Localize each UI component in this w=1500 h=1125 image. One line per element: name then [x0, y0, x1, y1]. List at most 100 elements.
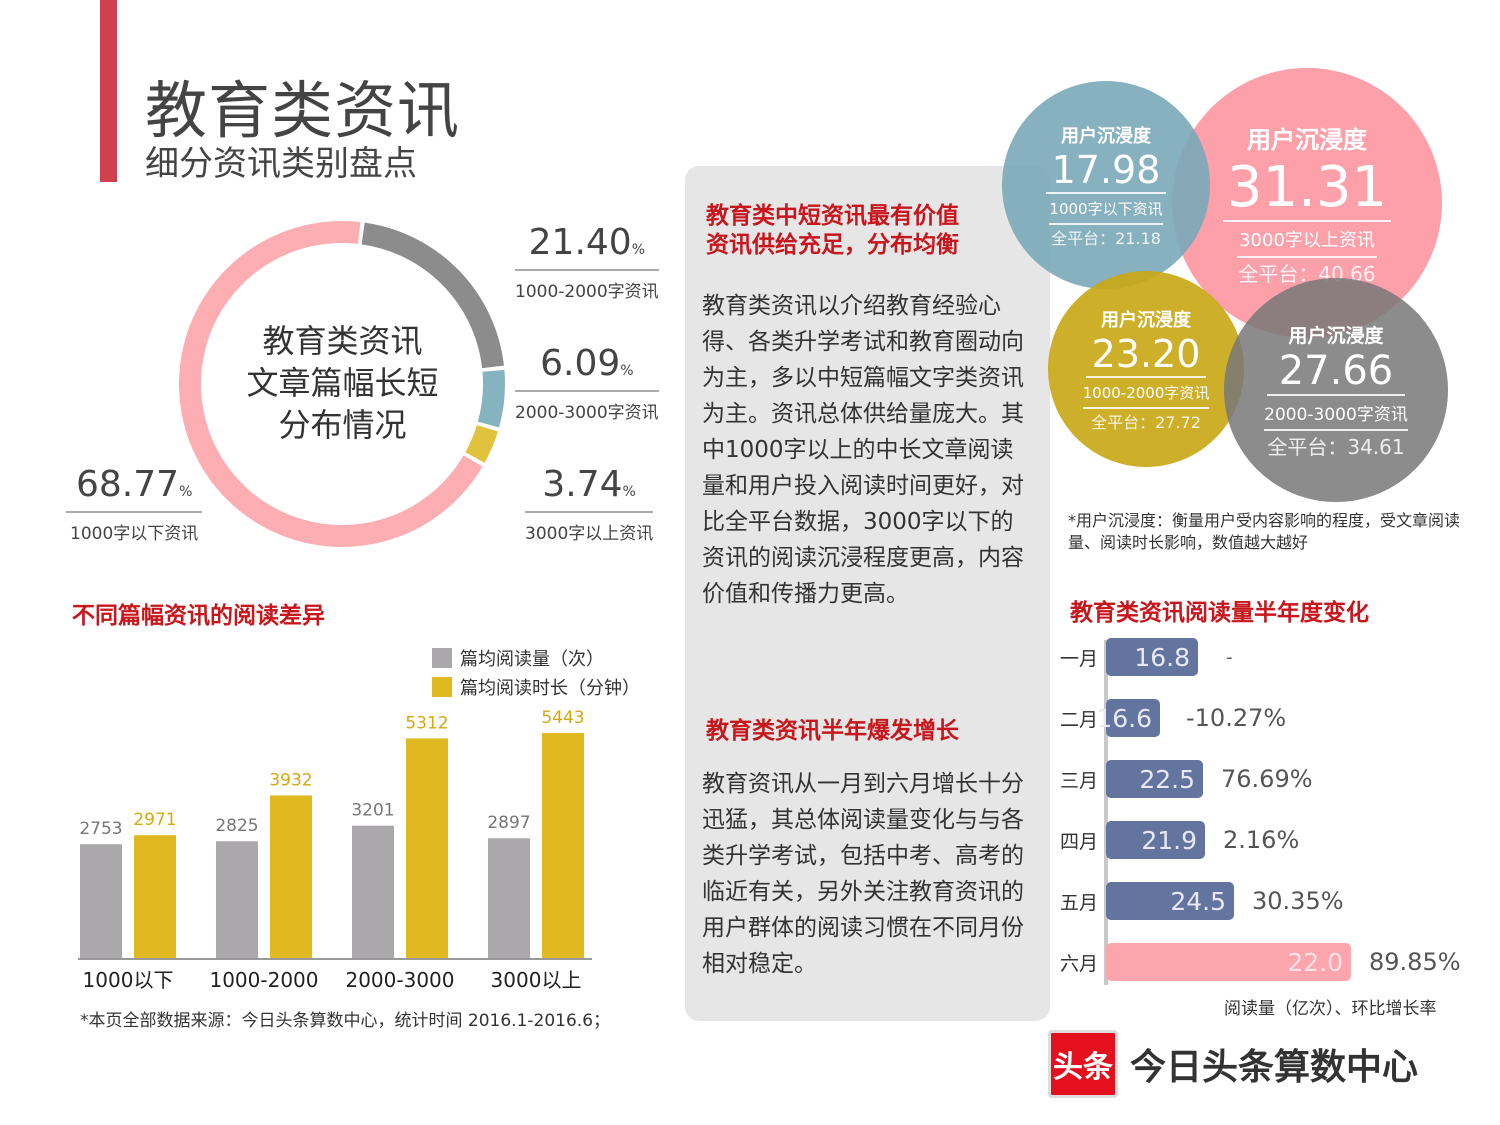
circle-label: 2000-3000字资讯 — [1264, 396, 1408, 431]
center-line: 教育类资讯 — [262, 322, 423, 360]
bar-value-label: 5443 — [541, 708, 584, 728]
donut-label-3000plus: 3.74% 3000字以上资讯 — [525, 464, 654, 544]
circle-value: 31.31 — [1222, 155, 1392, 222]
segment-label: 1000字以下资讯 — [70, 524, 199, 544]
category-label: 1000-2000 — [209, 968, 318, 992]
month-label: 五月 — [1060, 891, 1099, 914]
circle-value: 23.20 — [1085, 332, 1207, 378]
donut-label-2000-3000: 6.09% 2000-3000字资讯 — [515, 343, 659, 423]
bar — [406, 738, 448, 958]
month-growth: 30.35% — [1252, 887, 1344, 915]
month-growth: 89.85% — [1369, 948, 1461, 976]
accent-bar — [100, 0, 117, 182]
center-line: 文章篇幅长短 — [246, 364, 439, 402]
bar-value-label: 2971 — [133, 810, 176, 830]
circle-platform: 全平台：34.61 — [1267, 434, 1405, 459]
month-row: 六月 22.0 89.85% — [1060, 943, 1461, 981]
segment-value: 3.74 — [542, 464, 623, 505]
circle-heading: 用户沉浸度 — [1247, 125, 1367, 154]
month-growth: -10.27% — [1186, 704, 1287, 732]
circle-label: 3000字以上资讯 — [1237, 222, 1377, 258]
immersion-circle-1000-2000: 用户沉浸度 23.20 1000-2000字资讯 全平台：27.72 — [1048, 271, 1244, 467]
monthly-chart-title: 教育类资讯阅读量半年度变化 — [1070, 600, 1369, 626]
bar-chart-title: 不同篇幅资讯的阅读差异 — [72, 603, 325, 629]
category-label: 1000以下 — [83, 968, 174, 992]
circle-platform: 全平台：21.18 — [1051, 228, 1161, 248]
month-row: 三月 22.5 76.69% — [1060, 760, 1313, 798]
donut-segment — [477, 369, 505, 428]
bar — [488, 838, 530, 958]
circle-heading: 用户沉浸度 — [1061, 125, 1151, 147]
monthly-axis — [1104, 640, 1108, 985]
circle-label: 1000字以下资讯 — [1049, 194, 1163, 225]
bar-value-label: 3201 — [351, 801, 394, 821]
logo-icon: 头条 — [1048, 1030, 1118, 1098]
immersion-circle-under1000: 用户沉浸度 17.98 1000字以下资讯 全平台：21.18 — [1002, 81, 1210, 289]
monthly-axis-label: 阅读量（亿次）、环比增长率 — [1224, 999, 1437, 1019]
summary-panel — [685, 166, 1050, 1021]
bar-value-label: 3932 — [269, 770, 312, 790]
month-row: 二月 16.6 -10.27% — [1060, 699, 1286, 737]
segment-label: 2000-3000字资讯 — [515, 403, 659, 423]
bar-value-label: 2897 — [487, 813, 530, 833]
bar-legend: 篇均阅读量（次） 篇均阅读时长（分钟） — [432, 645, 640, 703]
month-bar: 22.5 — [1106, 760, 1203, 798]
panel-title-1: 教育类中短资讯最有价值 资讯供给充足，分布均衡 — [706, 202, 959, 260]
donut-segment — [179, 221, 483, 547]
center-line: 分布情况 — [278, 406, 407, 444]
segment-value: 6.09 — [540, 343, 621, 384]
pct-sign: % — [631, 242, 646, 258]
month-bar: 16.6 — [1096, 699, 1160, 737]
pct-sign: % — [620, 363, 634, 379]
month-growth: 76.69% — [1221, 765, 1313, 793]
donut-label-1000-2000: 21.40% 1000-2000字资讯 — [515, 222, 659, 302]
month-label: 六月 — [1060, 952, 1099, 975]
logo-text: 今日头条算数中心 — [1130, 1047, 1419, 1088]
donut-segment — [361, 222, 504, 369]
donut-segment — [465, 424, 498, 463]
source-note: *本页全部数据来源：今日头条算数中心，统计时间 2016.1-2016.6； — [80, 1011, 611, 1031]
panel-paragraph-2: 教育资讯从一月到六月增长十分迅猛，其总体阅读量变化与与各类升学考试，包括中考、高… — [702, 771, 1024, 977]
legend-label: 篇均阅读量（次） — [460, 649, 604, 670]
month-row: 五月 24.5 30.35% — [1060, 882, 1344, 920]
donut-center-text: 教育类资讯 文章篇幅长短 分布情况 — [220, 320, 465, 446]
legend-label: 篇均阅读时长（分钟） — [460, 678, 640, 699]
month-row: 一月 16.8 - — [1060, 638, 1233, 676]
immersion-note: *用户沉浸度：衡量用户受内容影响的程度，受文章阅读量、阅读时长影响，数值越大越好 — [1068, 511, 1461, 552]
month-growth: 2.16% — [1223, 826, 1300, 854]
month-label: 三月 — [1060, 769, 1099, 792]
bar — [270, 795, 312, 958]
month-bar: 22.0 — [1106, 943, 1351, 981]
category-label: 3000以上 — [491, 968, 582, 992]
month-row: 四月 21.9 2.16% — [1060, 821, 1299, 859]
segment-label: 3000字以上资讯 — [525, 524, 654, 544]
circle-heading: 用户沉浸度 — [1101, 309, 1191, 331]
bar — [134, 835, 176, 958]
pct-sign: % — [179, 484, 193, 500]
panel-title-2: 教育类资讯半年爆发增长 — [706, 718, 959, 744]
category-label: 2000-3000 — [345, 968, 454, 992]
month-bar: 16.8 — [1106, 638, 1198, 676]
page-title: 教育类资讯 — [145, 74, 461, 147]
donut-chart — [179, 221, 505, 547]
panel-paragraph-1: 教育类资讯以介绍教育经验心得、各类升学考试和教育圈动向为主，多以中短篇幅文字类资… — [702, 293, 1024, 607]
bar-value-label: 5312 — [405, 713, 448, 733]
bar — [542, 733, 584, 958]
segment-value: 21.40 — [528, 222, 632, 263]
donut-label-under1000: 68.77% 1000字以下资讯 — [66, 464, 203, 544]
immersion-circle-2000-3000: 用户沉浸度 27.66 2000-3000字资讯 全平台：34.61 — [1224, 278, 1448, 502]
bar-value-label: 2825 — [215, 816, 258, 836]
month-label: 二月 — [1060, 708, 1099, 731]
bar — [216, 841, 258, 958]
segment-label: 1000-2000字资讯 — [515, 282, 659, 302]
bar — [352, 825, 394, 958]
month-label: 四月 — [1060, 830, 1099, 853]
page-subtitle: 细分资讯类别盘点 — [145, 144, 417, 184]
circle-value: 27.66 — [1266, 348, 1406, 396]
month-label: 一月 — [1060, 647, 1099, 670]
reading-bar-chart: 2753 2971 1000以下 2825 3932 1000-2000 3201 5312 2… — [78, 708, 592, 992]
month-growth: - — [1226, 646, 1233, 668]
circle-heading: 用户沉浸度 — [1288, 324, 1384, 347]
logo: 头条 今日头条算数中心 — [1048, 1030, 1418, 1098]
legend-swatch-reads — [432, 648, 452, 668]
